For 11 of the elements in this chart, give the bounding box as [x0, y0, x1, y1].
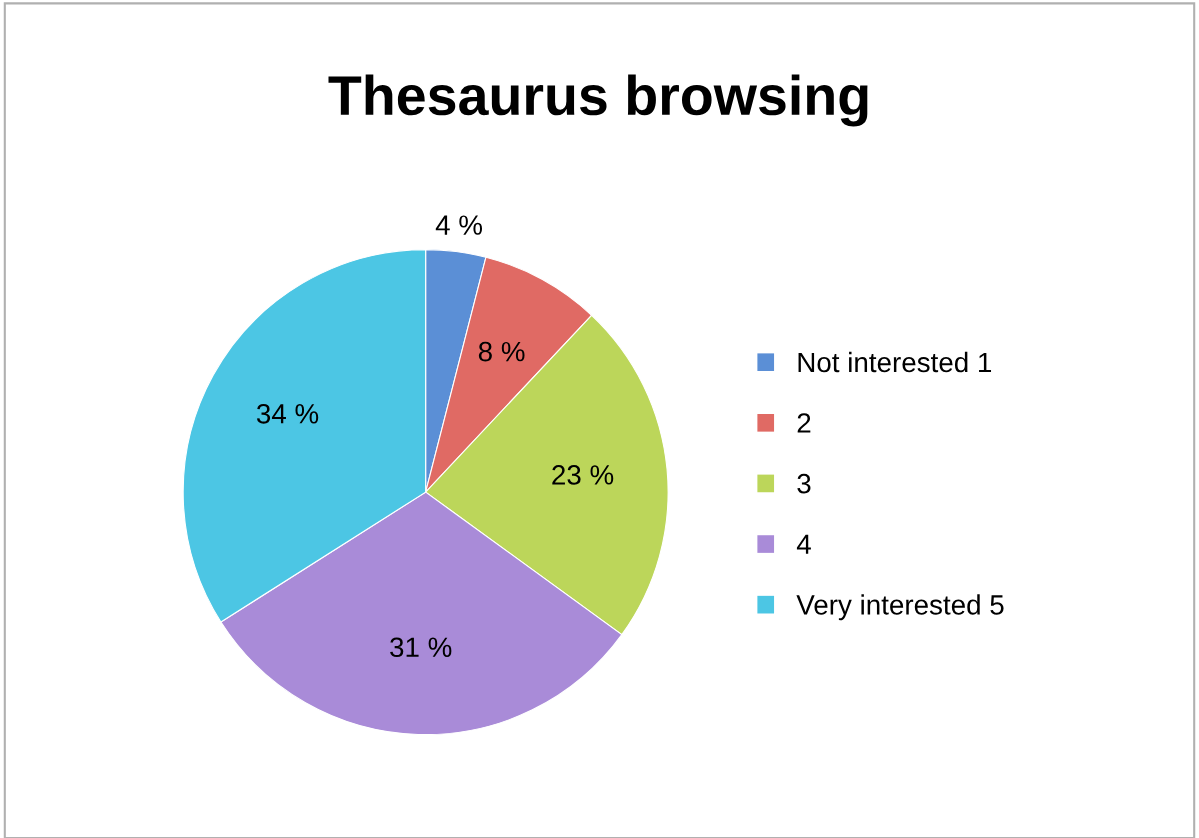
data-label: 8 % [478, 341, 525, 362]
data-label: 4 % [435, 215, 483, 235]
chart-title: Thesaurus browsing [328, 74, 868, 127]
legend-label: Very interested 5 [796, 594, 1004, 621]
legend-label: Not interested 1 [798, 351, 992, 373]
data-label: 34 % [256, 403, 319, 424]
legend-label: 4 [796, 534, 811, 554]
data-label: 23 % [552, 465, 614, 485]
data-label: 31 % [390, 637, 452, 658]
legend-label: 2 [797, 413, 811, 433]
legend-label: 3 [797, 473, 811, 494]
